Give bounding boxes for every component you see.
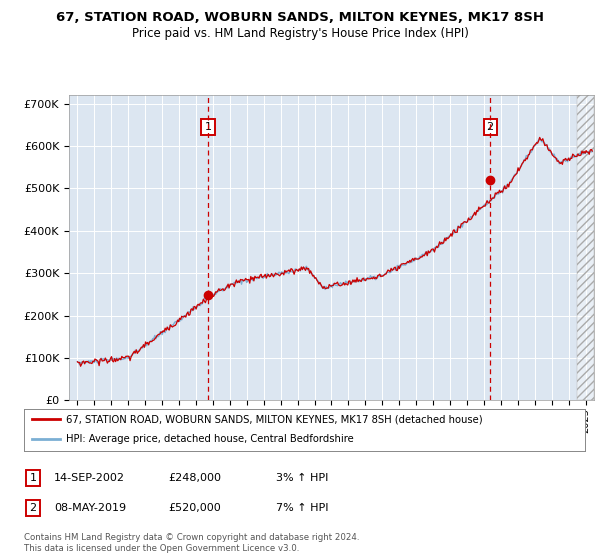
Text: £248,000: £248,000 <box>168 473 221 483</box>
Text: £520,000: £520,000 <box>168 503 221 513</box>
Text: 3% ↑ HPI: 3% ↑ HPI <box>276 473 328 483</box>
Text: 08-MAY-2019: 08-MAY-2019 <box>54 503 126 513</box>
Text: Contains HM Land Registry data © Crown copyright and database right 2024.
This d: Contains HM Land Registry data © Crown c… <box>24 533 359 553</box>
Text: 1: 1 <box>29 473 37 483</box>
Text: 14-SEP-2002: 14-SEP-2002 <box>54 473 125 483</box>
Text: Price paid vs. HM Land Registry's House Price Index (HPI): Price paid vs. HM Land Registry's House … <box>131 27 469 40</box>
Text: 7% ↑ HPI: 7% ↑ HPI <box>276 503 329 513</box>
Text: HPI: Average price, detached house, Central Bedfordshire: HPI: Average price, detached house, Cent… <box>66 435 354 445</box>
Text: 2: 2 <box>487 122 494 132</box>
Text: 67, STATION ROAD, WOBURN SANDS, MILTON KEYNES, MK17 8SH (detached house): 67, STATION ROAD, WOBURN SANDS, MILTON K… <box>66 414 482 424</box>
Text: 1: 1 <box>205 122 212 132</box>
Text: 67, STATION ROAD, WOBURN SANDS, MILTON KEYNES, MK17 8SH: 67, STATION ROAD, WOBURN SANDS, MILTON K… <box>56 11 544 24</box>
Text: 2: 2 <box>29 503 37 513</box>
